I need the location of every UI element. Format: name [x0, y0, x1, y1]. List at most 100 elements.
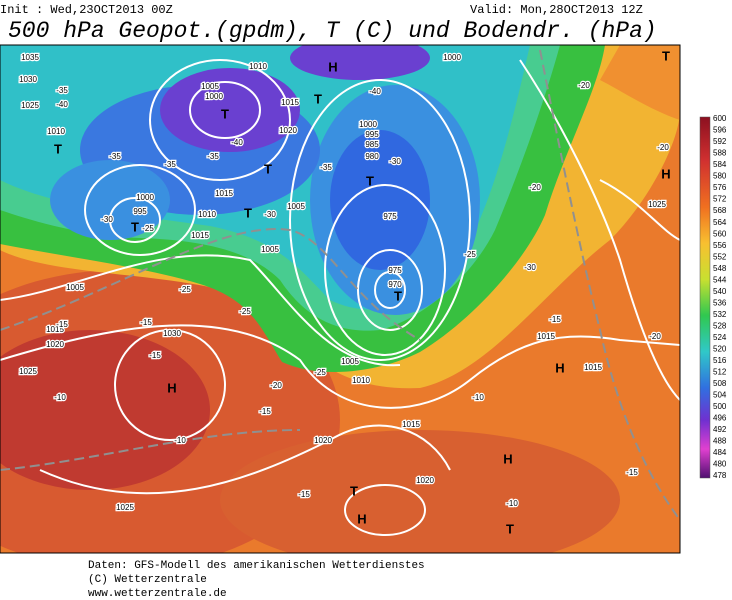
pressure-center: H [357, 511, 366, 526]
contour-label: 1030 [19, 75, 37, 84]
contour-label: -35 [56, 86, 68, 95]
contour-label: 1005 [66, 283, 84, 292]
colorbar-label: 484 [713, 448, 727, 457]
pressure-center: T [314, 91, 322, 106]
contour-label: 1025 [21, 101, 39, 110]
pressure-center: T [221, 106, 229, 121]
pressure-center: T [662, 48, 670, 63]
init-time: Init : Wed,23OCT2013 00Z [0, 3, 173, 17]
contour-label: -15 [149, 351, 161, 360]
contour-label: 1010 [198, 210, 216, 219]
contour-label: 1015 [537, 332, 555, 341]
colorbar-label: 548 [713, 264, 727, 273]
contour-label: -10 [506, 499, 518, 508]
contour-label: -15 [298, 490, 310, 499]
contour-label: 975 [383, 212, 397, 221]
pressure-center: T [366, 173, 374, 188]
contour-label: -10 [174, 436, 186, 445]
pressure-center: T [131, 219, 139, 234]
contour-label: 995 [133, 207, 147, 216]
contour-label: 1005 [261, 245, 279, 254]
colorbar-label: 478 [713, 471, 727, 480]
pressure-center: T [264, 161, 272, 176]
colorbar-label: 588 [713, 149, 727, 158]
contour-label: -35 [320, 163, 332, 172]
colorbar-label: 480 [713, 460, 727, 469]
colorbar-label: 592 [713, 137, 727, 146]
contour-label: -15 [140, 318, 152, 327]
colorbar-label: 568 [713, 206, 727, 215]
contour-label: 1015 [46, 325, 64, 334]
contour-label: -20 [578, 81, 590, 90]
contour-label: -30 [389, 157, 401, 166]
contour-label: 1025 [116, 503, 134, 512]
colorbar-label: 560 [713, 229, 727, 238]
contour-label: -30 [264, 210, 276, 219]
map [0, 45, 680, 553]
colorbar-label: 556 [713, 241, 727, 250]
pressure-center: H [555, 360, 564, 375]
contour-label: 980 [365, 152, 379, 161]
contour-label: 1015 [215, 189, 233, 198]
colorbar-label: 532 [713, 310, 727, 319]
contour-label: -40 [231, 138, 243, 147]
colorbar-label: 572 [713, 195, 727, 204]
contour-label: 1020 [279, 126, 297, 135]
contour-label: -35 [207, 152, 219, 161]
contour-label: 1020 [314, 436, 332, 445]
contour-label: -20 [270, 381, 282, 390]
contour-label: -10 [472, 393, 484, 402]
contour-label: 1005 [201, 82, 219, 91]
contour-label: 970 [388, 280, 402, 289]
colorbar-label: 504 [713, 390, 727, 399]
contour-label: -15 [626, 468, 638, 477]
colorbar-label: 596 [713, 126, 727, 135]
colorbar-label: 600 [713, 114, 727, 123]
pressure-center: H [328, 59, 337, 74]
contour-label: 1025 [648, 200, 666, 209]
colorbar-label: 488 [713, 437, 727, 446]
contour-label: 1015 [402, 420, 420, 429]
colorbar-label: 576 [713, 183, 727, 192]
colorbar-label: 524 [713, 333, 727, 342]
footer-line: (C) Wetterzentrale [88, 574, 207, 586]
contour-label: -20 [657, 143, 669, 152]
contour-label: -15 [549, 315, 561, 324]
contour-label: 1015 [191, 231, 209, 240]
contour-label: 1005 [341, 357, 359, 366]
pressure-center: T [54, 141, 62, 156]
colorbar-label: 584 [713, 160, 727, 169]
colorbar-label: 492 [713, 425, 727, 434]
colorbar-label: 520 [713, 344, 727, 353]
contour-label: -25 [464, 250, 476, 259]
contour-label: 1000 [136, 193, 154, 202]
contour-label: -40 [369, 87, 381, 96]
contour-label: -20 [529, 183, 541, 192]
contour-label: -35 [164, 160, 176, 169]
colorbar-label: 500 [713, 402, 727, 411]
contour-label: 1035 [21, 53, 39, 62]
contour-label: 1000 [205, 92, 223, 101]
map-frame [0, 44, 681, 554]
colorbar-label: 580 [713, 172, 727, 181]
colorbar-label: 516 [713, 356, 727, 365]
colorbar-label: 536 [713, 298, 727, 307]
pressure-center: T [244, 205, 252, 220]
contour-label: 985 [365, 140, 379, 149]
contour-label: -30 [524, 263, 536, 272]
contour-label: -30 [101, 215, 113, 224]
contour-label: 1015 [281, 98, 299, 107]
footer-line: www.wetterzentrale.de [88, 588, 227, 600]
colorbar-label: 528 [713, 321, 727, 330]
contour-label: -20 [649, 332, 661, 341]
contour-label: 1000 [359, 120, 377, 129]
contour-label: 1010 [352, 376, 370, 385]
colorbar-labels: 600 596 592 588 584 580 576 572 568 564 560 556 552 5… [713, 114, 727, 480]
contour-label: -40 [56, 100, 68, 109]
colorbar-label: 544 [713, 275, 727, 284]
contour-label: -25 [179, 285, 191, 294]
pressure-center: H [503, 451, 512, 466]
contour-label: 975 [388, 266, 402, 275]
